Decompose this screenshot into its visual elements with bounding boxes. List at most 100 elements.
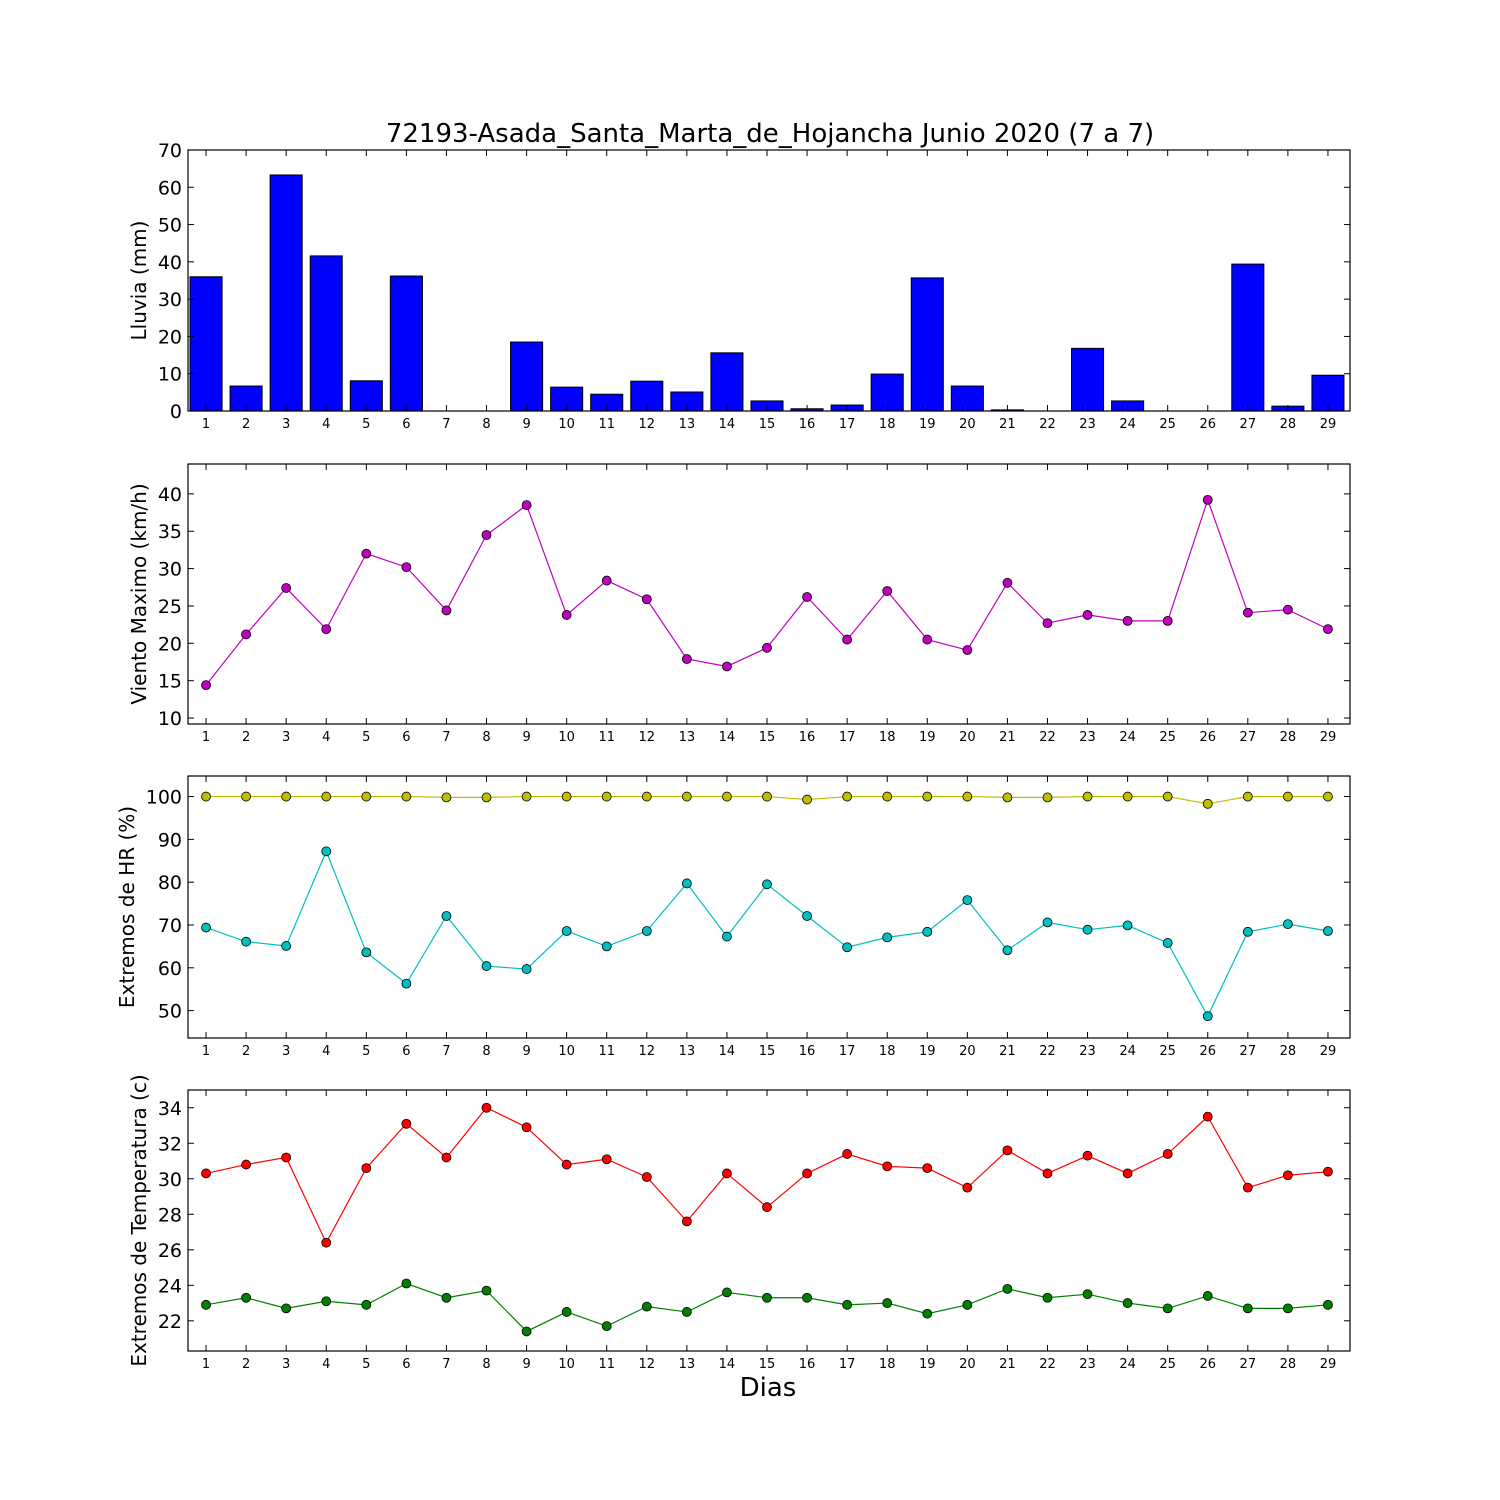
- humidity-series-0-point-16: [802, 794, 812, 805]
- humidity-series-1-point-27: [1242, 926, 1253, 937]
- humidity-xtick-label-3: 3: [282, 1044, 290, 1059]
- wind-series-0-point-24: [1122, 615, 1133, 626]
- humidity-series-1-point-7: [441, 911, 452, 921]
- humidity-series-1-point-13: [681, 878, 692, 889]
- humidity-series-1-point-14: [722, 931, 732, 942]
- temperature-ytick-label-22: 22: [158, 1311, 182, 1333]
- temperature-series-1-point-13: [681, 1307, 692, 1317]
- rain-xtick-label-27: 27: [1240, 417, 1257, 432]
- x-axis-label: Dias: [740, 1373, 797, 1403]
- wind-series-0-point-14: [722, 661, 732, 672]
- temperature-xtick-label-19: 19: [919, 1357, 936, 1372]
- rain-xtick-label-20: 20: [959, 417, 976, 432]
- wind-ytick-label-30: 30: [158, 559, 182, 581]
- temperature-xtick-label-28: 28: [1280, 1357, 1297, 1372]
- temperature-series-0-point-29: [1323, 1166, 1333, 1177]
- rain-xtick-label-23: 23: [1079, 417, 1096, 432]
- humidity-ytick-label-80: 80: [158, 872, 182, 894]
- humidity-xtick-label-27: 27: [1240, 1044, 1257, 1059]
- wind-series-0-point-5: [361, 548, 372, 559]
- humidity-series-1-point-26: [1202, 1011, 1213, 1022]
- humidity-xtick-label-1: 1: [202, 1044, 210, 1059]
- wind-series-0-point-27: [1242, 607, 1253, 618]
- rain-xtick-label-12: 12: [639, 417, 656, 432]
- humidity-series-0-point-23: [1082, 791, 1093, 802]
- wind-xtick-label-27: 27: [1240, 730, 1257, 745]
- humidity-xtick-label-22: 22: [1039, 1044, 1056, 1059]
- rain-xtick-label-15: 15: [759, 417, 776, 432]
- temperature-xtick-label-4: 4: [322, 1357, 330, 1372]
- humidity-xtick-label-8: 8: [482, 1044, 490, 1059]
- humidity-series-0-point-24: [1122, 791, 1133, 802]
- wind-xtick-label-12: 12: [639, 730, 656, 745]
- wind-xtick-label-19: 19: [919, 730, 936, 745]
- temperature-xtick-label-26: 26: [1199, 1357, 1216, 1372]
- temperature-ytick-label-34: 34: [158, 1098, 182, 1120]
- temperature-xtick-label-20: 20: [959, 1357, 976, 1372]
- wind-xtick-label-13: 13: [679, 730, 696, 745]
- humidity-series-0-point-19: [922, 791, 933, 802]
- humidity-series-0-point-21: [1002, 792, 1013, 803]
- rain-bar-18: [870, 373, 904, 412]
- humidity-ytick-label-70: 70: [158, 915, 182, 937]
- wind-xtick-label-22: 22: [1039, 730, 1056, 745]
- temperature-series-1-point-11: [601, 1321, 612, 1332]
- temperature-series-1-point-24: [1122, 1298, 1133, 1308]
- temperature-series-0-point-8: [481, 1102, 492, 1113]
- wind-ytick-label-35: 35: [158, 521, 182, 543]
- wind-ytick-label-10: 10: [158, 708, 182, 730]
- humidity-series-1-point-11: [601, 941, 612, 952]
- rain-xtick-label-19: 19: [919, 417, 936, 432]
- rain-xtick-label-29: 29: [1320, 417, 1337, 432]
- temperature-series-0-point-12: [641, 1172, 652, 1182]
- wind-series-0-line: [205, 498, 1329, 686]
- humidity-series-1-point-2: [241, 936, 252, 947]
- humidity-xtick-label-14: 14: [719, 1044, 736, 1059]
- rain-ytick-label-60: 60: [158, 177, 182, 199]
- temperature-xtick-label-22: 22: [1039, 1357, 1056, 1372]
- rain-xtick-label-13: 13: [679, 417, 696, 432]
- temperature-series-1-point-15: [762, 1292, 772, 1303]
- rain-panel: 1 2 3 4 5 6 7 8 9 10 11 12 13 14 15 16 17 18 19 20 21 22 23 24 2…: [127, 140, 1351, 432]
- humidity-series-0-point-26: [1202, 798, 1213, 809]
- rain-bar-19: [910, 277, 944, 412]
- temperature-xtick-label-24: 24: [1119, 1357, 1136, 1372]
- temperature-series-0-point-21: [1002, 1145, 1013, 1156]
- humidity-xtick-label-2: 2: [242, 1044, 250, 1059]
- wind-ytick-label-40: 40: [158, 484, 182, 506]
- rain-xtick-label-16: 16: [799, 417, 816, 432]
- wind-series-0-point-9: [521, 500, 532, 510]
- rain-xtick-label-28: 28: [1280, 417, 1297, 432]
- temperature-y-axis-label: Extremos de Temperatura (c): [127, 1074, 151, 1366]
- wind-series-0-point-12: [641, 594, 652, 605]
- temperature-series-0-line: [205, 1107, 1329, 1245]
- humidity-xtick-label-7: 7: [442, 1044, 450, 1059]
- wind-xtick-label-7: 7: [442, 730, 450, 745]
- temperature-ytick-label-30: 30: [158, 1169, 182, 1191]
- humidity-series-1-point-20: [962, 895, 973, 906]
- wind-series-0-point-26: [1202, 494, 1213, 505]
- humidity-series-1-point-16: [802, 911, 812, 921]
- wind-series-0-point-15: [762, 642, 772, 653]
- rain-xtick-label-3: 3: [282, 417, 290, 432]
- temperature-series-1-point-25: [1162, 1303, 1173, 1314]
- humidity-series-1-point-17: [842, 942, 853, 953]
- rain-xtick-label-5: 5: [362, 417, 370, 432]
- wind-series-0-point-13: [681, 654, 692, 664]
- temperature-xtick-label-12: 12: [639, 1357, 656, 1372]
- rain-bar-4: [309, 255, 343, 412]
- humidity-xtick-label-23: 23: [1079, 1044, 1096, 1059]
- temperature-xtick-label-15: 15: [759, 1357, 776, 1372]
- wind-series-0-point-22: [1042, 618, 1053, 629]
- humidity-xtick-label-26: 26: [1199, 1044, 1216, 1059]
- rain-ytick-label-70: 70: [158, 140, 182, 162]
- temperature-xtick-label-25: 25: [1159, 1357, 1176, 1372]
- humidity-xtick-label-9: 9: [522, 1044, 530, 1059]
- wind-series-0-point-28: [1282, 604, 1293, 615]
- humidity-series-0-point-13: [681, 791, 692, 802]
- humidity-series-0-point-7: [441, 792, 452, 803]
- rain-xtick-label-26: 26: [1199, 417, 1216, 432]
- humidity-ytick-label-50: 50: [158, 1001, 182, 1023]
- temperature-ytick-label-26: 26: [158, 1240, 182, 1262]
